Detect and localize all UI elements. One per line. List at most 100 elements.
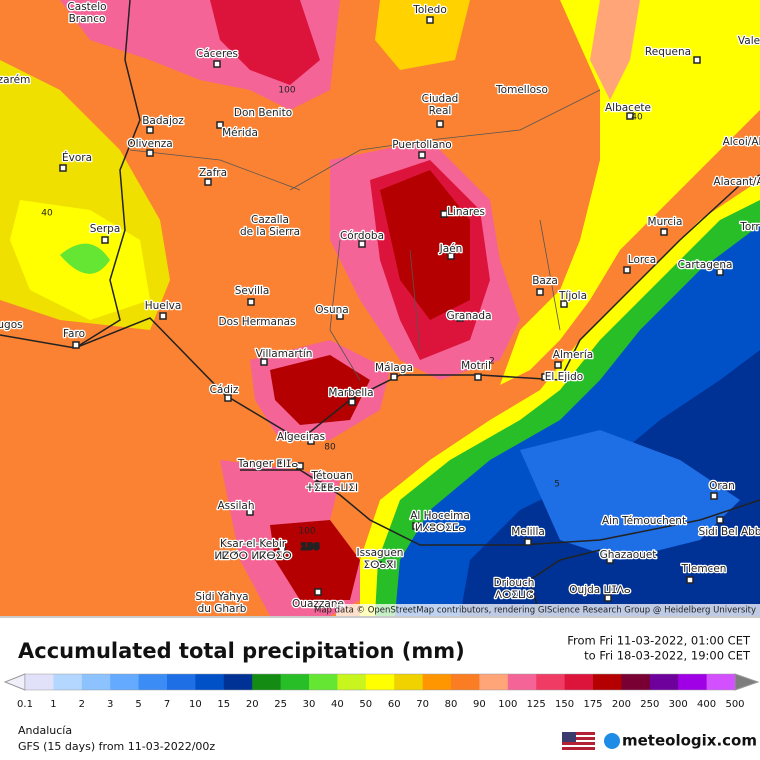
color-swatch bbox=[138, 674, 168, 690]
level-label: 0.1 bbox=[17, 699, 33, 710]
place-name: Huelva bbox=[145, 300, 182, 312]
level-label: 15 bbox=[217, 699, 230, 710]
level-label: 20 bbox=[246, 699, 259, 710]
color-swatch bbox=[25, 674, 54, 690]
level-label: 2 bbox=[79, 699, 85, 710]
place-name: Don Benito bbox=[234, 107, 292, 119]
place-marker bbox=[146, 126, 154, 134]
place-marker bbox=[358, 240, 366, 248]
level-label: 1 bbox=[50, 699, 56, 710]
color-swatch bbox=[507, 674, 537, 690]
level-label: 60 bbox=[388, 699, 401, 710]
attribution-bg bbox=[336, 604, 760, 616]
color-swatch bbox=[536, 674, 566, 690]
level-label: 25 bbox=[274, 699, 287, 710]
place-name: Issaguen bbox=[357, 547, 404, 559]
place-name: ⵍⵇⵚⵔ ⵍⴽⴱⵉⵔ bbox=[214, 550, 291, 562]
period-to: to Fri 18-03-2022, 19:00 CET bbox=[584, 649, 751, 663]
level-label: 10 bbox=[189, 699, 202, 710]
place-name: Motril bbox=[461, 360, 491, 372]
place-name: Tanger ⵟⵏⵊⴰ bbox=[237, 458, 298, 470]
color-swatch bbox=[593, 674, 622, 690]
flag bbox=[562, 732, 595, 750]
place-marker bbox=[146, 149, 154, 157]
place-name: Cáceres bbox=[196, 48, 238, 60]
place-name: Cádiz bbox=[210, 384, 239, 396]
legend-arrow-high bbox=[734, 673, 760, 691]
place-marker bbox=[336, 312, 344, 320]
place-marker bbox=[418, 151, 426, 159]
brand-logo bbox=[604, 733, 620, 749]
place-marker bbox=[390, 373, 398, 381]
color-swatch bbox=[365, 674, 395, 690]
max-value: 136 bbox=[301, 543, 320, 553]
place-name: Tétouan bbox=[310, 470, 352, 482]
color-swatch bbox=[394, 674, 424, 690]
place-marker bbox=[660, 228, 668, 236]
place-name: ⴷⵔⵉⵡⵛ bbox=[495, 589, 534, 601]
place-name: Tlemcen bbox=[681, 563, 727, 575]
place-marker bbox=[456, 314, 464, 322]
place-name: Granada bbox=[446, 310, 491, 322]
color-bar-frame bbox=[24, 673, 736, 691]
level-label: 40 bbox=[331, 699, 344, 710]
contour-labels: 100 40 40 80 100 5 2 136 bbox=[41, 86, 643, 554]
place-name: Tomelloso bbox=[495, 84, 548, 96]
place-name: zarém bbox=[0, 74, 30, 86]
color-swatch bbox=[451, 674, 480, 690]
color-bar: 0.1 1 2 3 5 7 10 15 20 25 30 40 50 60 70 80 90 100 125 150 1… bbox=[17, 673, 745, 710]
level-label: 3 bbox=[107, 699, 113, 710]
brand[interactable]: meteologix.com bbox=[622, 732, 757, 750]
place-name: du Gharb bbox=[198, 603, 247, 615]
place-marker bbox=[314, 481, 322, 489]
map-background bbox=[0, 0, 760, 616]
place-name: Branco bbox=[69, 13, 106, 25]
place-name: de la Sierra bbox=[240, 226, 300, 238]
place-name: Oujda ⵡⵊⴷⴰ bbox=[569, 584, 631, 596]
place-marker bbox=[72, 341, 80, 349]
place-name: Lorca bbox=[628, 254, 656, 266]
place-name: Ain Témouchent bbox=[602, 515, 686, 527]
level-label: 70 bbox=[416, 699, 429, 710]
place-name: Ghazaouet bbox=[600, 549, 657, 561]
attribution: Map data © OpenStreetMap contributors, r… bbox=[314, 606, 756, 616]
place-name: Ouazzane bbox=[292, 598, 344, 610]
place-name: Melilla bbox=[511, 526, 545, 538]
place-name: Puertollano bbox=[392, 139, 451, 151]
level-label: 300 bbox=[669, 699, 688, 710]
level-label: 150 bbox=[555, 699, 574, 710]
level-label: 175 bbox=[583, 699, 602, 710]
place-name: Tíjola bbox=[558, 290, 587, 302]
color-swatch bbox=[422, 674, 452, 690]
place-name: Real bbox=[429, 105, 452, 117]
place-marker bbox=[524, 538, 532, 546]
place-marker bbox=[426, 16, 434, 24]
place-marker bbox=[686, 576, 694, 584]
place-name: Requena bbox=[645, 46, 691, 58]
contour-label: 5 bbox=[554, 480, 560, 490]
place-marker bbox=[101, 236, 109, 244]
place-marker bbox=[716, 268, 724, 276]
place-marker bbox=[224, 394, 232, 402]
region: Andalucía bbox=[18, 724, 72, 737]
level-label: 200 bbox=[612, 699, 631, 710]
place-name: Cartagena bbox=[678, 259, 733, 271]
color-swatch bbox=[678, 674, 708, 690]
place-name: Zafra bbox=[199, 167, 227, 179]
level-label: 30 bbox=[303, 699, 316, 710]
color-swatch bbox=[621, 674, 651, 690]
place-marker bbox=[541, 373, 549, 381]
place-marker bbox=[246, 508, 254, 516]
place-name: Sidi Yahya bbox=[195, 591, 248, 603]
place-name: Torr bbox=[739, 221, 760, 233]
contour-label: 40 bbox=[41, 209, 53, 219]
place-name: El Ejido bbox=[545, 371, 583, 383]
place-marker bbox=[716, 516, 724, 524]
color-swatch bbox=[649, 674, 679, 690]
place-marker bbox=[243, 228, 251, 236]
place-marker bbox=[604, 594, 612, 602]
place-name: Osuna bbox=[315, 304, 348, 316]
place-marker bbox=[412, 522, 420, 530]
